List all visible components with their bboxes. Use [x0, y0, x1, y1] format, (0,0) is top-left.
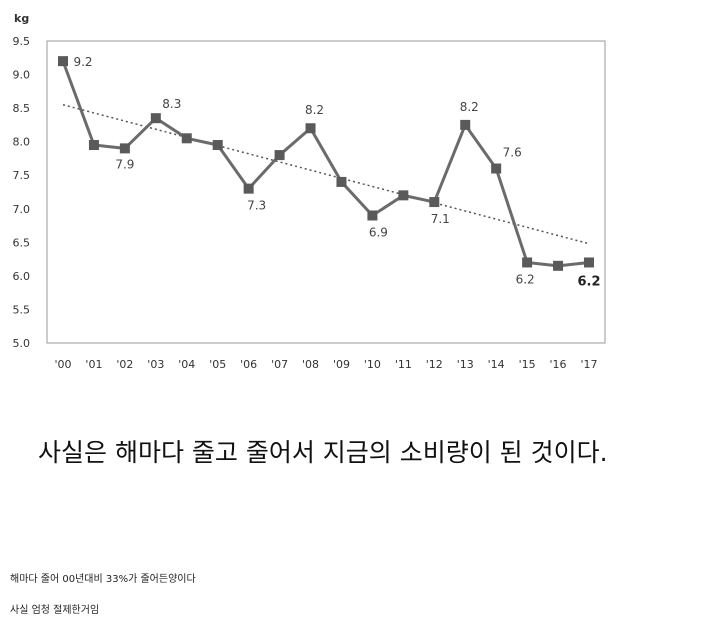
data-point-marker [336, 176, 347, 187]
data-label: 7.1 [431, 212, 450, 226]
y-tick-label: 7.5 [13, 169, 31, 182]
data-label: 6.2 [516, 272, 535, 286]
x-axis-ticks: '00 '01 '02 '03 '04 '05 '06 '07 '08 '09 '10 '11 '12 '… [54, 358, 597, 371]
y-tick-label: 5.0 [13, 337, 31, 350]
data-point-marker [305, 123, 316, 134]
y-tick-label: 5.5 [13, 303, 31, 316]
data-point-marker [367, 210, 378, 221]
note-text-1: 해마다 줄어 00년대비 33%가 줄어든양이다 [10, 574, 196, 585]
data-label: 8.2 [305, 103, 324, 117]
y-tick-label: 7.0 [13, 203, 31, 216]
y-axis-unit: kg [14, 12, 29, 25]
data-label: 8.3 [162, 97, 181, 111]
x-tick-label: '11 [395, 358, 412, 371]
x-tick-label: '07 [271, 358, 288, 371]
y-tick-label: 8.5 [13, 102, 31, 115]
x-tick-label: '02 [116, 358, 133, 371]
x-tick-label: '16 [550, 358, 567, 371]
data-label: 6.9 [369, 225, 388, 239]
x-tick-label: '17 [580, 358, 597, 371]
data-label: 7.6 [503, 146, 522, 160]
trend-line [62, 104, 590, 245]
data-point-marker [150, 113, 161, 124]
y-axis-ticks: 5.0 5.5 6.0 6.5 7.0 7.5 8.0 8.5 9.0 9.5 [13, 35, 31, 350]
y-tick-label: 8.0 [13, 136, 31, 149]
chart: kg 5.0 5.5 6.0 6.5 7.0 7.5 8.0 8.5 9.0 9.5 '00 '01… [13, 12, 606, 371]
y-tick-label: 9.0 [13, 69, 31, 82]
x-tick-label: '04 [178, 358, 195, 371]
series-line [61, 60, 590, 268]
note-text-2: 사실 엄청 절제한거임 [10, 605, 100, 616]
x-tick-label: '05 [209, 358, 226, 371]
y-tick-label: 6.5 [13, 236, 31, 249]
x-tick-label: '10 [364, 358, 381, 371]
data-label: 7.9 [115, 157, 134, 171]
data-point-marker [274, 150, 285, 161]
data-label: 8.2 [460, 100, 479, 114]
data-point-marker [181, 133, 192, 144]
data-point-marker [88, 140, 99, 151]
data-markers [58, 56, 594, 271]
x-tick-label: '09 [333, 358, 350, 371]
data-point-marker [584, 257, 594, 268]
x-tick-label: '15 [519, 358, 536, 371]
x-tick-label: '13 [457, 358, 474, 371]
data-label: 9.2 [73, 55, 92, 69]
data-point-marker [243, 183, 254, 194]
x-tick-label: '14 [488, 358, 505, 371]
headline-text: 사실은 해마다 줄고 줄어서 지금의 소비량이 된 것이다. [38, 438, 608, 467]
data-point-marker [119, 143, 130, 154]
plot-frame [46, 40, 606, 344]
data-point-marker [553, 260, 564, 271]
data-label: 7.3 [247, 199, 266, 213]
data-point-marker [398, 190, 409, 201]
data-point-marker [491, 163, 502, 174]
x-tick-label: '03 [147, 358, 164, 371]
data-point-marker [58, 56, 68, 67]
data-point-marker [460, 119, 471, 130]
data-point-marker [429, 197, 440, 208]
x-tick-label: '12 [426, 358, 443, 371]
y-tick-label: 9.5 [13, 35, 31, 48]
data-point-marker [212, 140, 223, 151]
x-tick-label: '06 [240, 358, 257, 371]
x-tick-label: '01 [85, 358, 102, 371]
data-labels: 9.2 7.9 8.3 7.3 8.2 6.9 7.1 8.2 7.6 6.2 6.2 [73, 55, 600, 289]
data-point-marker [522, 257, 533, 268]
y-tick-label: 6.0 [13, 270, 31, 283]
x-tick-label: '08 [302, 358, 319, 371]
x-tick-label: '00 [54, 358, 71, 371]
data-label: 6.2 [577, 274, 600, 289]
